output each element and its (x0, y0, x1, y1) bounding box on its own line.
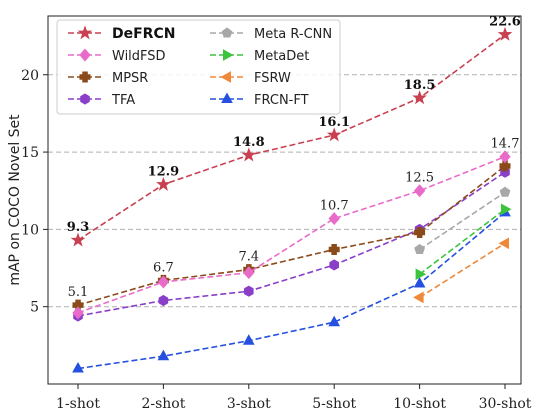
y-axis-label: mAP on COCO Novel Set (7, 114, 23, 286)
legend-label-metadet: MetaDet (254, 49, 309, 64)
legend-item-defrcn: DeFRCN (68, 25, 175, 42)
plot-frame (47, 15, 522, 385)
series-line-wildfsd (77, 155, 506, 314)
y-tick-label-15: 15 (21, 145, 39, 161)
point-tfa-5-shot (329, 259, 339, 271)
data-label-mpsr-3-shot: 7.4 (238, 250, 259, 265)
data-label-wildfsd-5-shot: 10.7 (320, 199, 349, 214)
point-defrcn-2-shot (156, 176, 171, 191)
point-frcn-ft-5-shot (328, 315, 341, 327)
series-fsrw (413, 237, 509, 304)
data-labels: 5.1 6.7 7.4 10.7 12.5 14.7 9.3 12.9 14.8 16.1 18.5… (67, 15, 521, 301)
point-wildfsd-30-shot (499, 150, 511, 164)
legend-marker-frcn-ft (221, 92, 233, 103)
data-label-defrcn-3-shot: 14.8 (233, 135, 265, 150)
legend-marker-wildfsd (79, 48, 91, 62)
y-tick-label-5: 5 (30, 300, 39, 316)
point-fsrw-10-shot (413, 291, 424, 304)
data-label-wildfsd-10-shot: 12.5 (405, 171, 434, 186)
point-meta-r-cnn-30-shot (499, 186, 511, 197)
data-label-defrcn-5-shot: 16.1 (318, 115, 350, 130)
point-defrcn-1-shot (70, 232, 86, 247)
x-tick-label-5-shot: 5-shot (312, 396, 356, 412)
x-tick-label-30-shot: 30-shot (479, 396, 532, 412)
point-defrcn-3-shot (241, 147, 257, 162)
point-wildfsd-2-shot (157, 275, 170, 289)
series-metadet (415, 203, 512, 281)
data-label-mpsr-2-shot: 6.7 (153, 260, 174, 275)
series-line-tfa (77, 171, 506, 317)
data-label-defrcn-10-shot: 18.5 (404, 78, 436, 93)
data-label-wildfsd-30-shot: 14.7 (491, 137, 520, 152)
data-label-defrcn-1-shot: 9.3 (67, 220, 90, 235)
point-mpsr-10-shot (414, 227, 426, 238)
legend-marker-tfa (80, 93, 90, 105)
series-frcn-ft (72, 205, 511, 373)
point-wildfsd-5-shot (328, 212, 340, 226)
legend-label-meta-r-cnn: Meta R-CNN (254, 27, 332, 42)
data-label-mpsr-1-shot: 5.1 (68, 285, 89, 300)
point-wildfsd-3-shot (243, 266, 255, 280)
x-tick-label-3-shot: 3-shot (227, 396, 271, 412)
legend-label-wildfsd: WildFSD (112, 49, 166, 64)
point-wildfsd-1-shot (72, 306, 84, 320)
point-tfa-3-shot (244, 285, 254, 297)
series-lines (70, 26, 513, 373)
series-line-fsrw (419, 242, 506, 299)
series-line-mpsr (77, 165, 506, 306)
legend-item-tfa: TFA (68, 93, 135, 108)
point-mpsr-5-shot (328, 244, 340, 255)
legend-label-frcn-ft: FRCN-FT (254, 93, 309, 108)
point-defrcn-10-shot (412, 90, 427, 105)
point-meta-r-cnn-10-shot (414, 243, 425, 254)
point-tfa-2-shot (158, 294, 169, 307)
point-wildfsd-10-shot (413, 184, 426, 198)
point-frcn-ft-1-shot (72, 361, 84, 373)
y-tick-label-20: 20 (21, 68, 39, 84)
series-mpsr (72, 160, 511, 311)
legend-item-metadet: MetaDet (210, 49, 309, 64)
legend-item-fsrw: FSRW (210, 71, 291, 86)
series-line-defrcn (77, 33, 506, 241)
series-meta-r-cnn (414, 186, 511, 254)
x-tick-label-1-shot: 1-shot (56, 396, 100, 412)
data-label-defrcn-2-shot: 12.9 (148, 165, 180, 180)
legend-marker-defrcn (77, 25, 93, 40)
legend-label-tfa: TFA (111, 93, 135, 108)
x-tick-label-2-shot: 2-shot (141, 396, 185, 412)
legend-item-mpsr: MPSR (68, 71, 148, 86)
y-tick-label-10: 10 (21, 222, 39, 238)
series-tfa (73, 166, 510, 322)
legend: DeFRCN WildFSD MPSR TFA Meta R-CNN MetaDet FSR… (56, 19, 341, 115)
x-tick-label-10-shot: 10-shot (393, 396, 446, 412)
series-line-frcn-ft (77, 211, 506, 370)
legend-marker-meta-r-cnn (221, 27, 233, 38)
point-frcn-ft-3-shot (242, 334, 255, 345)
legend-marker-metadet (223, 49, 234, 61)
legend-label-mpsr: MPSR (112, 71, 148, 86)
legend-label-defrcn: DeFRCN (112, 26, 175, 42)
point-metadet-10-shot (415, 268, 427, 281)
series-defrcn (70, 26, 513, 247)
legend-label-fsrw: FSRW (254, 71, 291, 86)
point-frcn-ft-10-shot (413, 276, 426, 288)
legend-item-frcn-ft: FRCN-FT (210, 92, 309, 108)
data-label-defrcn-30-shot: 22.6 (489, 15, 521, 30)
legend-item-wildfsd: WildFSD (68, 48, 166, 64)
point-frcn-ft-2-shot (157, 349, 170, 361)
series-line-meta-r-cnn (419, 191, 506, 251)
axis-ticks: 5 10 15 20 1-shot 2-shot 3-shot 5-shot 10-shot 30… (21, 68, 532, 412)
legend-item-meta-r-cnn: Meta R-CNN (210, 27, 332, 42)
point-defrcn-5-shot (326, 127, 342, 142)
point-metadet-30-shot (501, 203, 512, 216)
point-defrcn-30-shot (497, 26, 513, 41)
series-wildfsd (72, 150, 511, 320)
legend-marker-mpsr (79, 71, 91, 83)
legend-marker-fsrw (220, 71, 231, 83)
legend-box (56, 19, 341, 115)
point-fsrw-30-shot (498, 237, 509, 250)
point-mpsr-30-shot (499, 160, 511, 172)
